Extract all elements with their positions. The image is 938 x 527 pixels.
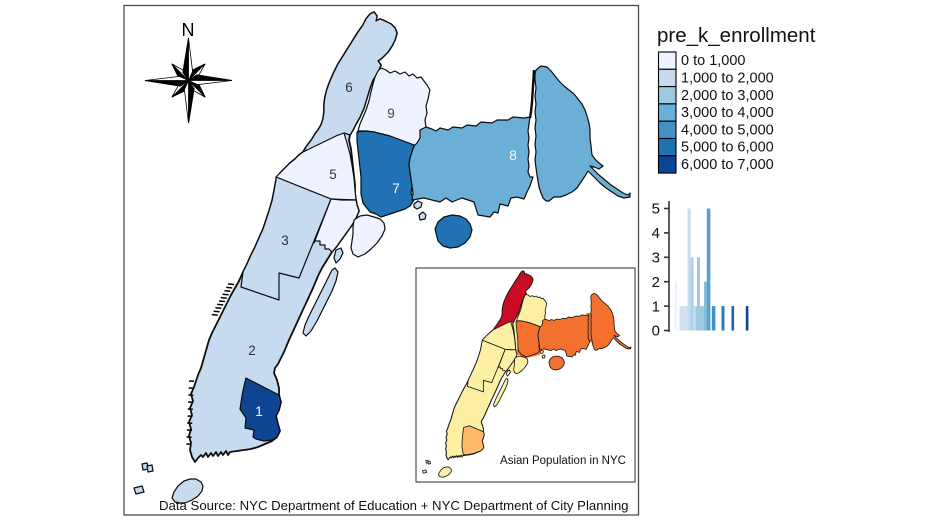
svg-text:2: 2 xyxy=(248,343,256,358)
svg-text:0: 0 xyxy=(652,323,660,340)
svg-text:Asian Population in NYC: Asian Population in NYC xyxy=(500,455,626,467)
svg-text:N: N xyxy=(182,20,195,40)
svg-text:3: 3 xyxy=(281,233,289,248)
svg-text:1: 1 xyxy=(255,404,263,419)
svg-text:0 to 1,000: 0 to 1,000 xyxy=(681,53,746,69)
svg-text:5: 5 xyxy=(329,167,337,182)
svg-text:5,000 to 6,000: 5,000 to 6,000 xyxy=(681,140,774,156)
svg-text:8: 8 xyxy=(509,148,517,163)
svg-text:1: 1 xyxy=(652,298,660,315)
svg-text:3,000 to 4,000: 3,000 to 4,000 xyxy=(681,105,774,121)
svg-text:6,000 to 7,000: 6,000 to 7,000 xyxy=(681,157,774,173)
svg-text:2,000 to 3,000: 2,000 to 3,000 xyxy=(681,88,774,104)
svg-text:1,000 to 2,000: 1,000 to 2,000 xyxy=(681,71,774,87)
svg-text:5: 5 xyxy=(652,201,660,218)
svg-text:4: 4 xyxy=(652,225,660,242)
svg-text:3: 3 xyxy=(652,250,660,267)
svg-text:9: 9 xyxy=(387,106,395,121)
svg-text:4,000 to 5,000: 4,000 to 5,000 xyxy=(681,122,774,138)
svg-text:2: 2 xyxy=(652,274,660,291)
svg-text:pre_k_enrollment: pre_k_enrollment xyxy=(657,24,816,47)
svg-text:6: 6 xyxy=(345,80,353,95)
svg-text:7: 7 xyxy=(392,181,400,196)
svg-text:Data Source: NYC Department of: Data Source: NYC Department of Education… xyxy=(159,498,628,513)
